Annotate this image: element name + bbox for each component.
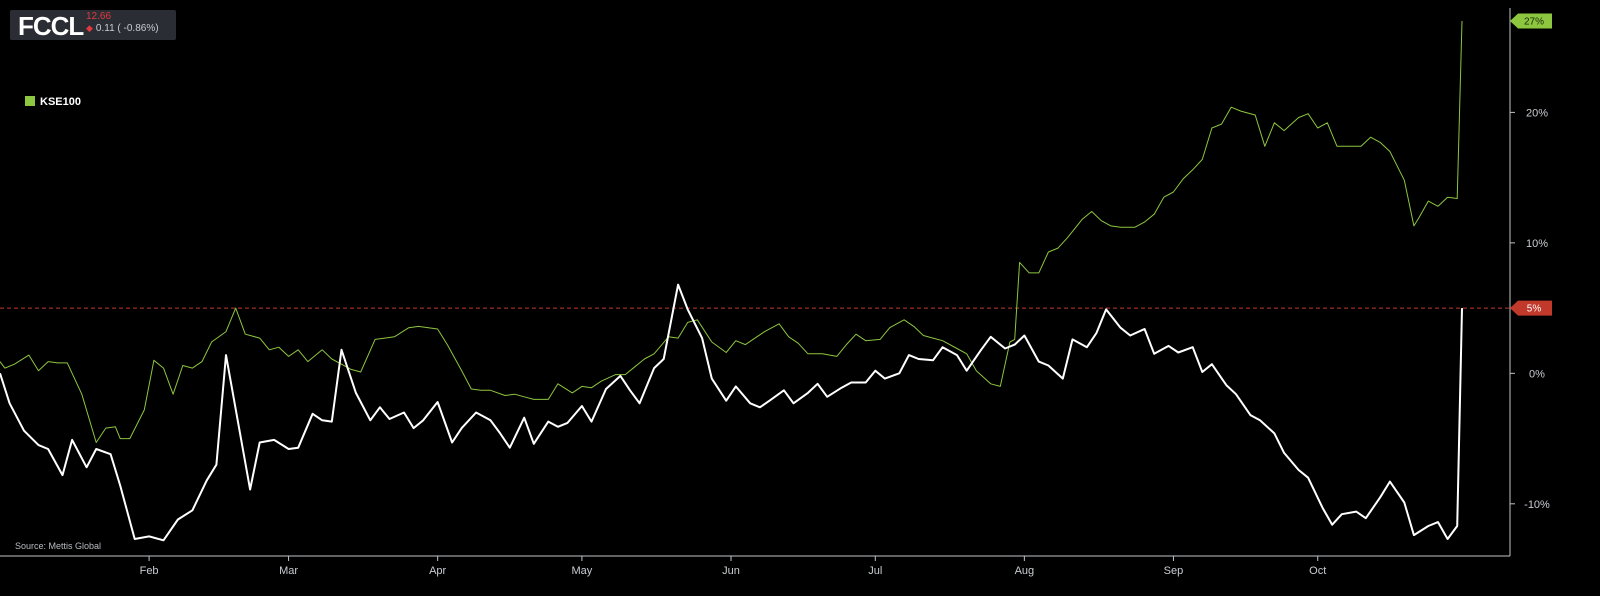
series-line-fccl [0,283,1463,542]
x-tick-label-apr: Apr [429,565,446,577]
ticker-change: ◆ 0.11 ( -0.86%) [86,23,159,34]
end-badge-fccl [1510,300,1552,316]
ticker-price: 12.66 [86,11,112,22]
end-badge-kse100 [1510,13,1552,29]
source-note: Source: Mettis Global [15,541,102,551]
x-tick-label-jul: Jul [868,565,882,577]
legend-label-kse100: KSE100 [40,96,81,108]
x-tick-label-jun: Jun [722,565,740,577]
y-tick-label-0: 0% [1529,368,1545,380]
ticker-change-value: 0.11 ( -0.86%) [95,23,159,34]
end-badge-label-fccl: 5% [1527,304,1542,315]
y-tick-label--10: -10% [1524,499,1550,511]
ticker-symbol: FCCL [18,11,84,41]
x-tick-label-feb: Feb [140,565,159,577]
x-tick-label-sep: Sep [1164,565,1184,577]
x-tick-label-may: May [572,565,593,577]
x-tick-label-oct: Oct [1309,565,1326,577]
ticker-box: FCCL 12.66 ◆ 0.11 ( -0.86%) [10,10,176,41]
end-badge-label-kse100: 27% [1524,17,1544,28]
y-tick-label-20: 20% [1526,107,1548,119]
series-line-kse100 [0,20,1463,443]
x-tick-label-aug: Aug [1015,565,1035,577]
legend[interactable]: KSE100 [25,96,81,108]
x-tick-label-mar: Mar [279,565,298,577]
y-tick-label-10: 10% [1526,238,1548,250]
down-arrow-icon: ◆ [86,23,93,33]
legend-swatch-kse100 [25,96,35,106]
